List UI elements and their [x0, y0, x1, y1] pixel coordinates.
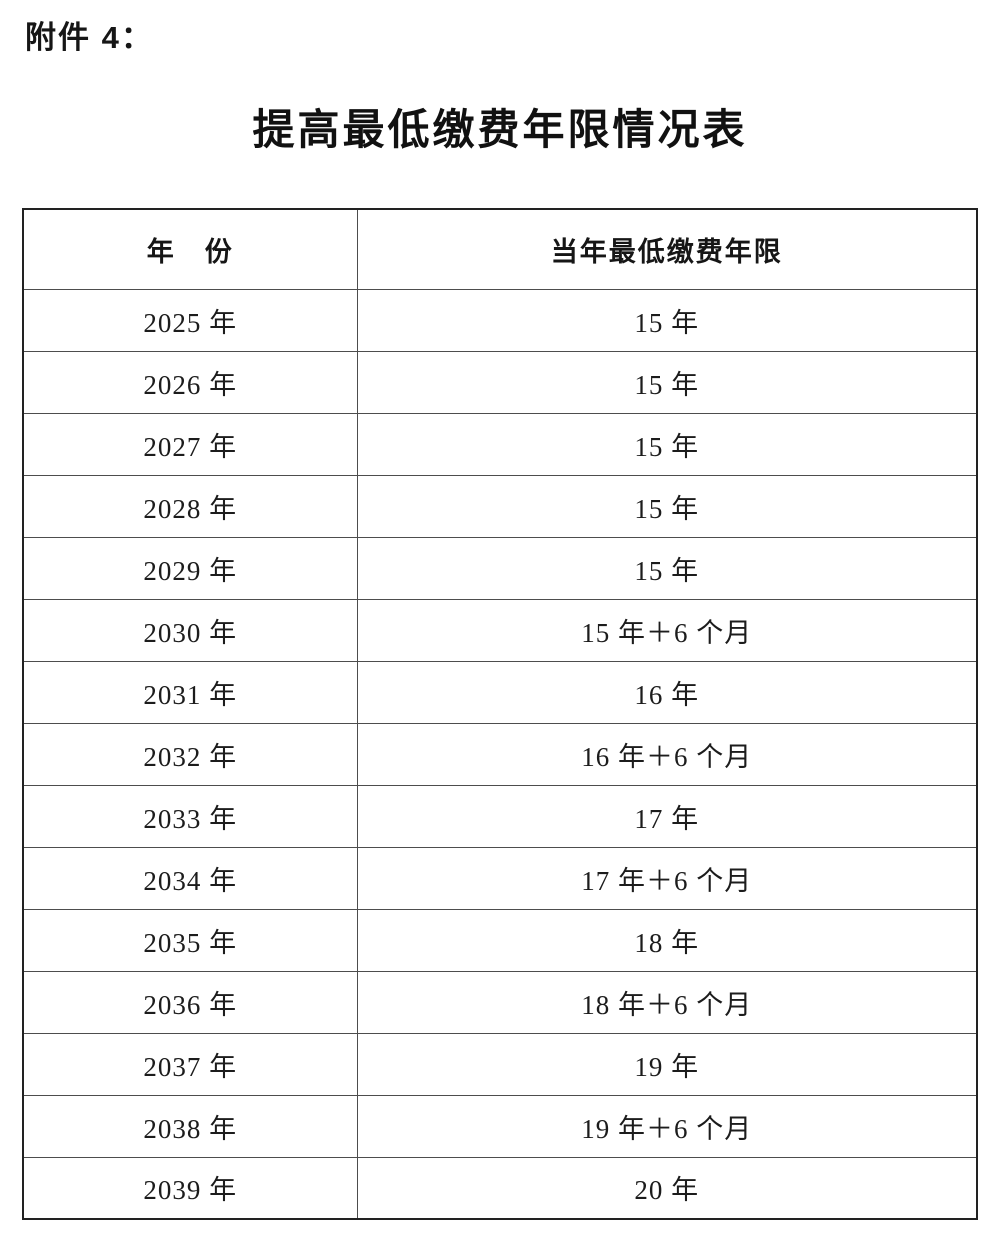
table-row: 2033 年 17 年 [22, 784, 978, 848]
value-cell: 19 年 [356, 1032, 978, 1096]
table-row: 2030 年 15 年＋6 个月 [22, 598, 978, 662]
table-row: 2027 年 15 年 [22, 412, 978, 476]
page-title: 提高最低缴费年限情况表 [252, 108, 748, 154]
attachment-label: 附件 4： [25, 20, 154, 55]
table-header-row: 年 份 当年最低缴费年限 [22, 208, 978, 290]
table-row: 2036 年 18 年＋6 个月 [22, 970, 978, 1034]
year-cell: 2026 年 [22, 350, 358, 414]
year-cell: 2027 年 [22, 412, 358, 476]
table-row: 2028 年 15 年 [22, 474, 978, 538]
table-row: 2032 年 16 年＋6 个月 [22, 722, 978, 786]
year-cell: 2035 年 [22, 908, 358, 972]
year-cell: 2032 年 [22, 722, 358, 786]
value-cell: 15 年 [356, 474, 978, 538]
min-contribution-years-table: 年 份 当年最低缴费年限 2025 年 15 年 2026 年 15 年 202… [22, 208, 978, 1220]
table-row: 2025 年 15 年 [22, 288, 978, 352]
header-min-contribution-years: 当年最低缴费年限 [356, 208, 978, 290]
year-cell: 2038 年 [22, 1094, 358, 1158]
table-row: 2035 年 18 年 [22, 908, 978, 972]
value-cell: 15 年 [356, 288, 978, 352]
year-cell: 2039 年 [22, 1156, 358, 1220]
value-cell: 18 年 [356, 908, 978, 972]
value-cell: 17 年＋6 个月 [356, 846, 978, 910]
year-cell: 2028 年 [22, 474, 358, 538]
table-row: 2039 年 20 年 [22, 1156, 978, 1220]
header-year: 年 份 [22, 208, 358, 290]
year-cell: 2034 年 [22, 846, 358, 910]
value-cell: 15 年 [356, 350, 978, 414]
value-cell: 15 年 [356, 412, 978, 476]
year-cell: 2029 年 [22, 536, 358, 600]
value-cell: 17 年 [356, 784, 978, 848]
table-row: 2026 年 15 年 [22, 350, 978, 414]
year-cell: 2025 年 [22, 288, 358, 352]
year-cell: 2033 年 [22, 784, 358, 848]
value-cell: 15 年＋6 个月 [356, 598, 978, 662]
value-cell: 19 年＋6 个月 [356, 1094, 978, 1158]
year-cell: 2037 年 [22, 1032, 358, 1096]
year-cell: 2036 年 [22, 970, 358, 1034]
value-cell: 15 年 [356, 536, 978, 600]
table-row: 2031 年 16 年 [22, 660, 978, 724]
table-row: 2037 年 19 年 [22, 1032, 978, 1096]
table-row: 2034 年 17 年＋6 个月 [22, 846, 978, 910]
value-cell: 16 年＋6 个月 [356, 722, 978, 786]
value-cell: 16 年 [356, 660, 978, 724]
value-cell: 20 年 [356, 1156, 978, 1220]
year-cell: 2031 年 [22, 660, 358, 724]
table-row: 2038 年 19 年＋6 个月 [22, 1094, 978, 1158]
year-cell: 2030 年 [22, 598, 358, 662]
table-row: 2029 年 15 年 [22, 536, 978, 600]
value-cell: 18 年＋6 个月 [356, 970, 978, 1034]
